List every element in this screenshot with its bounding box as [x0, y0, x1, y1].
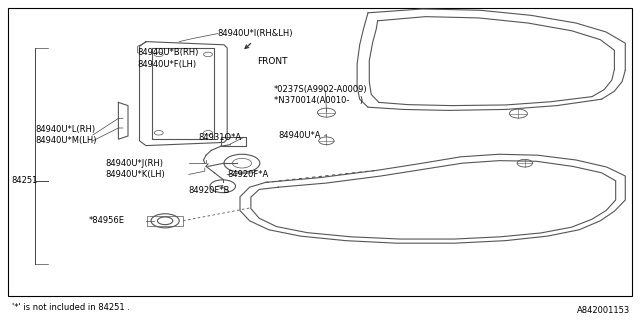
Text: 84940U*M(LH): 84940U*M(LH): [35, 136, 97, 145]
Text: 84920F*A: 84920F*A: [227, 170, 268, 179]
Text: 84931O*A: 84931O*A: [198, 133, 241, 142]
Text: *0237S(A9902-A0009): *0237S(A9902-A0009): [274, 85, 367, 94]
Text: A842001153: A842001153: [577, 306, 630, 315]
Text: 84940U*A: 84940U*A: [278, 132, 321, 140]
Text: 84920F*B: 84920F*B: [189, 186, 230, 195]
Text: FRONT: FRONT: [257, 57, 288, 66]
Text: 84940U*F(LH): 84940U*F(LH): [138, 60, 196, 68]
Text: 84940U*I(RH&LH): 84940U*I(RH&LH): [218, 29, 293, 38]
Text: 84940U*L(RH): 84940U*L(RH): [35, 125, 95, 134]
Text: 84940U*K(LH): 84940U*K(LH): [106, 170, 165, 179]
Text: 84940U*B(RH): 84940U*B(RH): [138, 48, 199, 57]
Text: 84940U*J(RH): 84940U*J(RH): [106, 159, 164, 168]
Text: *N370014(A0010-    ): *N370014(A0010- ): [274, 96, 363, 105]
Text: 84251: 84251: [12, 176, 38, 185]
Bar: [147, 216, 183, 226]
Text: '*' is not included in 84251 .: '*' is not included in 84251 .: [12, 303, 129, 312]
Text: *84956E: *84956E: [88, 216, 124, 225]
